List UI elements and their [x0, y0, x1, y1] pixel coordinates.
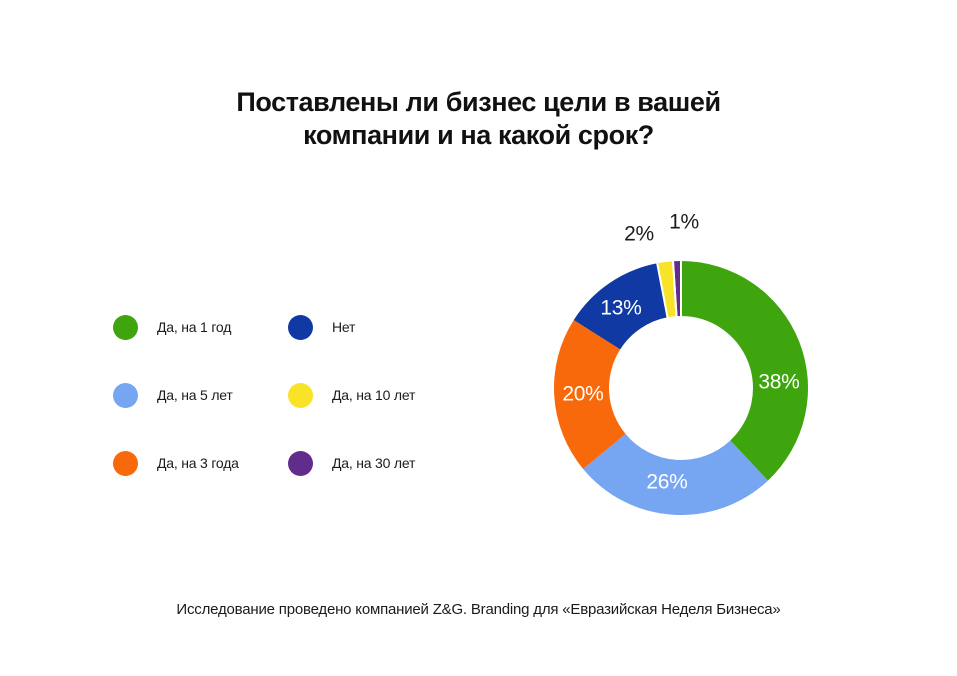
- legend-item: Да, на 5 лет: [113, 382, 288, 408]
- legend-color-dot: [113, 314, 138, 340]
- legend-item: Да, на 1 год: [113, 314, 288, 340]
- pie-slice: [573, 263, 668, 350]
- donut-chart: 38% 26% 20% 13% 2% 1%: [554, 211, 808, 515]
- legend-color-dot: [113, 382, 138, 408]
- pie-slice: [657, 261, 677, 318]
- legend-color-dot: [288, 450, 313, 476]
- legend-item: Нет: [288, 314, 415, 340]
- source-note: Исследование проведено компанией Z&G. Br…: [176, 601, 781, 618]
- slice-separator: [656, 262, 669, 319]
- slice-percent-label: 38%: [758, 371, 799, 394]
- pie-slice: [554, 319, 626, 469]
- legend-item: Да, на 30 лет: [288, 450, 416, 476]
- legend-item-label: Да, на 10 лет: [332, 387, 416, 403]
- slice-separator: [671, 260, 678, 318]
- legend-item-label: Да, на 30 лет: [332, 455, 416, 471]
- slice-percent-label: 26%: [646, 471, 687, 494]
- pie-slice: [681, 261, 808, 481]
- legend-item-label: Да, на 5 лет: [157, 387, 233, 403]
- pie-slice: [673, 261, 681, 317]
- legend-item: Да, на 10 лет: [288, 382, 416, 408]
- legend-color-dot: [113, 450, 138, 476]
- legend-item-label: Да, на 3 года: [157, 455, 239, 471]
- legend-item-label: Нет: [332, 319, 356, 335]
- legend-color-dot: [288, 314, 313, 340]
- slice-percent-label: 1%: [669, 211, 699, 234]
- slice-percent-label: 2%: [624, 223, 654, 246]
- legend-item: Да, на 3 года: [113, 450, 288, 476]
- pie-slice: [583, 433, 768, 515]
- legend-item-label: Да, на 1 год: [157, 319, 232, 335]
- slice-percent-label: 20%: [562, 383, 603, 406]
- chart-legend: Да, на 1 год Да, на 5 лет Да, на 3 года Нет…: [113, 293, 415, 497]
- chart-title: Поставлены ли бизнес цели в вашей компан…: [236, 87, 721, 150]
- legend-color-dot: [288, 382, 313, 408]
- slice-percent-label: 13%: [600, 297, 641, 320]
